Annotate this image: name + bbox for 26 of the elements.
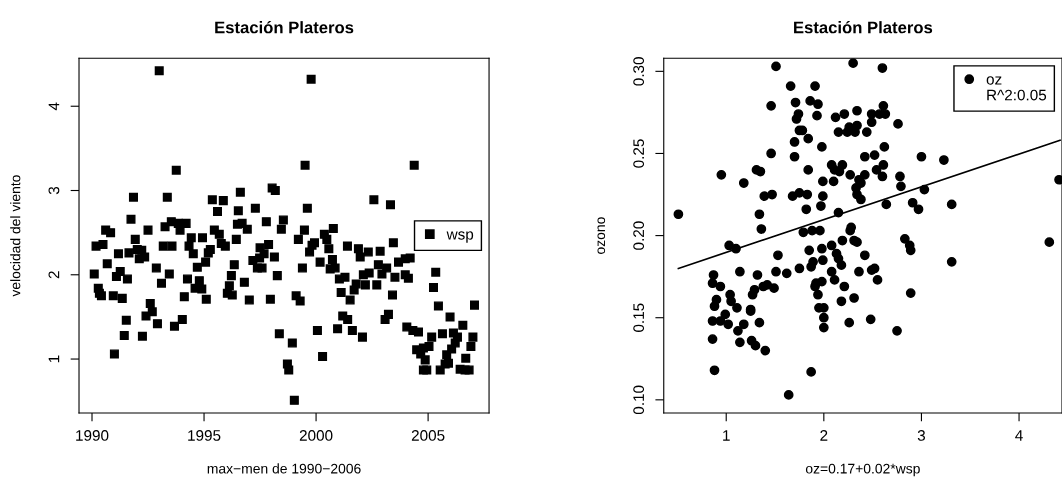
legend-label: wsp [446, 231, 474, 243]
y-tick-label: 4 [48, 102, 60, 111]
y-tick-label: 0.25 [633, 139, 645, 168]
x-axis-title: max−men de 1990−2006 [207, 463, 361, 474]
x-tick-label: 1 [723, 430, 730, 441]
y-tick-label: 3 [48, 186, 60, 195]
y-axis-title: velocidad del viento [10, 175, 21, 297]
annotation: R^2:0.05 [987, 89, 1047, 101]
y-tick-label: 0.10 [633, 385, 645, 415]
y-tick-label: 1 [48, 355, 60, 363]
y-axis-title: ozono [597, 217, 606, 254]
x-tick-label: 2005 [411, 430, 445, 441]
chart-title: Estación Plateros [215, 20, 354, 34]
x-tick-label: 3 [917, 430, 926, 441]
chart-title: Estación Plateros [794, 20, 933, 34]
y-tick-label: 2 [48, 271, 60, 279]
x-axis-title: oz=0.17+0.02*wsp [805, 463, 920, 477]
y-tick-label: 0.20 [633, 221, 645, 250]
x-tick-label: 2000 [299, 430, 333, 441]
y-tick-label: 0.15 [633, 303, 645, 332]
y-tick-label: 0.30 [633, 57, 645, 86]
x-tick-label: 2 [820, 430, 828, 441]
legend-label: oz [986, 76, 1002, 85]
x-tick-label: 1995 [188, 430, 221, 441]
x-tick-label: 4 [1015, 430, 1023, 441]
x-tick-label: 1990 [76, 430, 109, 441]
